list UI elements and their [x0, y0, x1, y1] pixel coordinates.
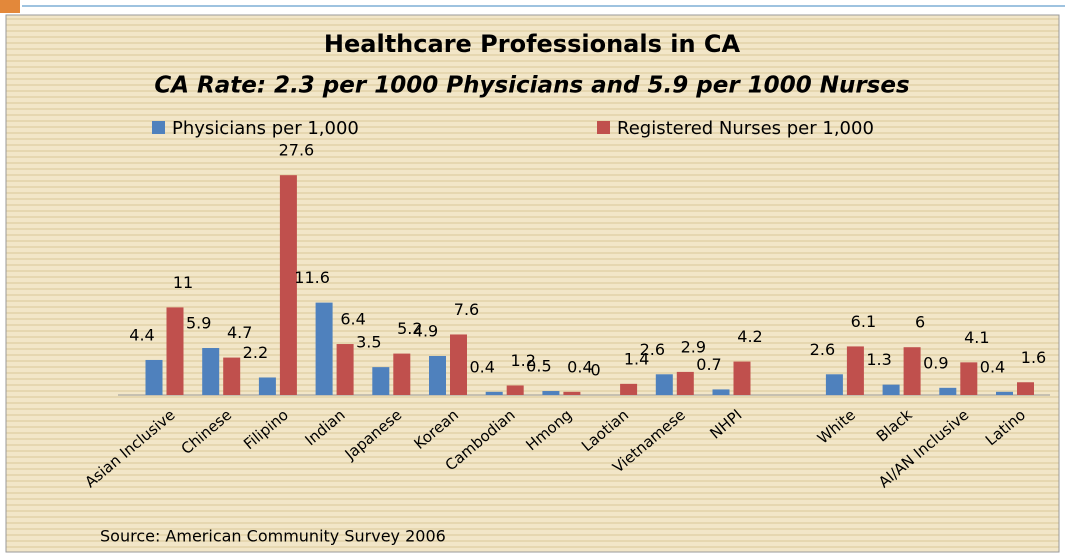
bar: [996, 391, 1013, 395]
value-label: 4.4: [129, 325, 154, 344]
bar: [145, 359, 163, 395]
value-label: 27.6: [279, 141, 315, 160]
bar: [279, 175, 297, 395]
value-label: 11: [173, 273, 193, 292]
bar: [712, 389, 730, 395]
bar: [563, 391, 581, 395]
value-label: 1.3: [866, 350, 891, 369]
bar: [903, 347, 921, 395]
value-label: 7.6: [454, 300, 479, 319]
bar: [450, 334, 467, 395]
value-label: 1.2: [510, 351, 535, 370]
value-label: 2.6: [640, 340, 665, 359]
value-label: 4.9: [413, 321, 438, 340]
value-label: 2.6: [810, 340, 835, 359]
bar: [733, 361, 751, 395]
legend-swatch: [597, 121, 610, 134]
value-label: 3.5: [356, 333, 381, 352]
value-label: 4.7: [227, 323, 252, 342]
bar: [485, 391, 503, 395]
value-label: 0.7: [696, 355, 721, 374]
value-label: 0: [591, 361, 601, 380]
chart-title: Healthcare Professionals in CA: [324, 30, 741, 58]
legend-label: Registered Nurses per 1,000: [617, 118, 874, 139]
value-label: 5.9: [186, 314, 211, 333]
bar: [655, 374, 673, 395]
value-label: 2.9: [681, 337, 706, 356]
bar: [223, 357, 241, 395]
bar: [846, 346, 864, 395]
bar: [506, 385, 524, 395]
bar: [393, 353, 411, 395]
bar: [620, 383, 638, 395]
chart-subtitle: CA Rate: 2.3 per 1000 Physicians and 5.9…: [154, 73, 909, 99]
bar: [258, 377, 276, 395]
bar: [939, 387, 957, 395]
value-label: 0.4: [980, 357, 1005, 376]
value-label: 6.1: [851, 312, 876, 331]
value-label: 6.4: [340, 310, 365, 329]
legend-label: Physicians per 1,000: [172, 118, 359, 139]
bar: [166, 307, 184, 395]
bar: [429, 355, 446, 395]
value-label: 1.4: [624, 349, 649, 368]
corner-accent: [0, 0, 20, 13]
bar: [882, 384, 900, 395]
value-label: 11.6: [294, 268, 330, 287]
bar: [336, 344, 354, 395]
value-label: 5.2: [397, 319, 422, 338]
value-label: 2.2: [243, 343, 268, 362]
bar: [372, 367, 390, 395]
bar: [960, 362, 978, 395]
bar: [1017, 382, 1034, 395]
bar: [315, 302, 333, 395]
value-label: 4.2: [737, 327, 762, 346]
legend-swatch: [152, 121, 165, 134]
value-label: 0.4: [469, 357, 494, 376]
value-label: 6: [915, 313, 925, 332]
value-label: 0.9: [923, 353, 948, 372]
value-label: 4.1: [964, 328, 989, 347]
value-label: 0.5: [526, 357, 551, 376]
value-label: 1.6: [1021, 348, 1046, 367]
value-label: 0.4: [567, 357, 592, 376]
source-note: Source: American Community Survey 2006: [100, 527, 446, 546]
bar: [202, 348, 220, 395]
bar: [542, 391, 560, 395]
bar: [825, 374, 843, 395]
bar: [676, 371, 694, 395]
chart-area: [5, 14, 1060, 553]
